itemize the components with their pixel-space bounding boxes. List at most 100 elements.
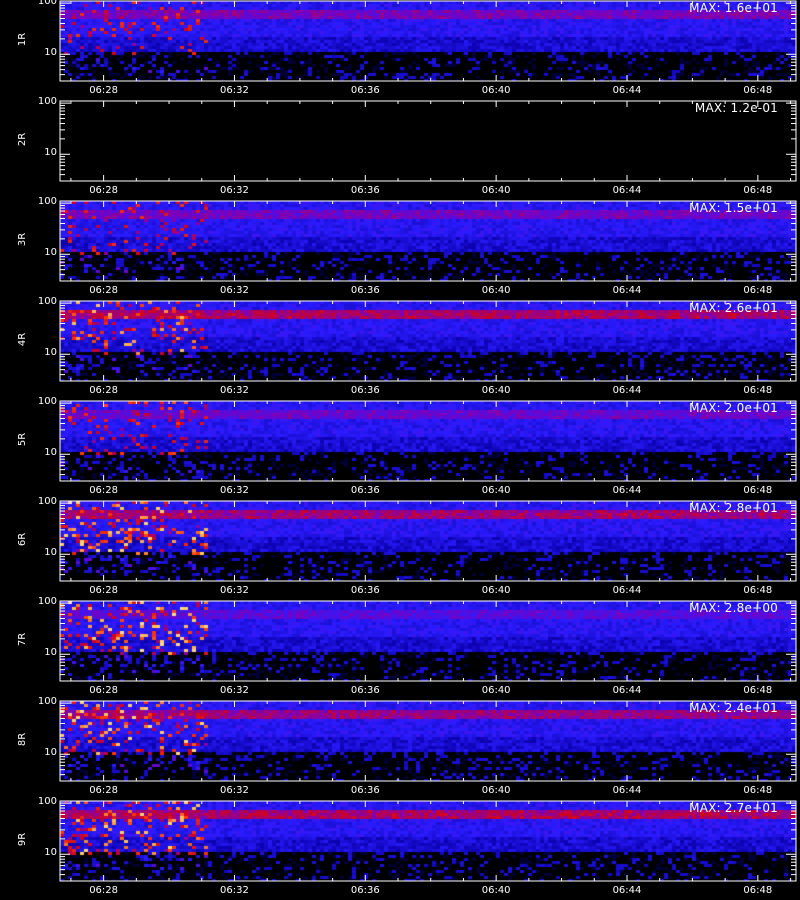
panel-axes (59, 200, 797, 282)
panel-3r: 3R MAX: 1.5e+01 100 10 06:28 06:32 06:36 06:40 0… (0, 196, 800, 300)
max-annotation: MAX: 2.6e+01 (689, 301, 778, 315)
max-annotation: MAX: 1.5e+01 (689, 201, 778, 215)
x-tick-label: 06:40 (481, 185, 511, 196)
x-tick-label: 06:32 (220, 585, 249, 596)
max-annotation: MAX: 2.7e+01 (689, 801, 778, 815)
spectrogram-heatmap (60, 401, 796, 481)
x-tick-label: 06:48 (743, 385, 773, 396)
plot-frame (59, 800, 797, 882)
x-tick-label: 06:48 (743, 485, 773, 496)
x-tick-label: 06:28 (89, 285, 119, 296)
x-tick-label: 06:48 (743, 285, 773, 296)
x-tick-label: 06:44 (612, 485, 642, 496)
y-tick-label: 10 (44, 647, 57, 659)
plot-frame (59, 0, 797, 82)
panel-label: 4R (17, 332, 29, 347)
x-tick-label: 06:28 (89, 685, 119, 696)
x-tick-label: 06:28 (89, 85, 119, 96)
max-annotation: MAX: 2.4e+01 (689, 701, 778, 715)
spectrogram-heatmap (60, 501, 796, 581)
x-tick-label: 06:48 (743, 785, 773, 796)
x-tick-label: 06:32 (220, 185, 249, 196)
x-tick-label: 06:36 (350, 585, 380, 596)
panel-axes (59, 700, 797, 782)
panel-1r: 1R MAX: 1.6e+01 100 10 06:28 06:32 06:36 06:40 0… (0, 0, 800, 100)
plot-frame (59, 700, 797, 782)
y-tick-label: 10 (44, 247, 57, 259)
x-tick-label: 06:40 (481, 685, 511, 696)
x-tick-label: 06:32 (220, 85, 249, 96)
panel-label: 5R (17, 432, 29, 447)
x-tick-label: 06:28 (89, 885, 119, 896)
panel-axes (59, 100, 797, 182)
spectrogram-heatmap (60, 101, 796, 181)
x-tick-label: 06:40 (481, 485, 511, 496)
x-tick-label: 06:44 (612, 385, 642, 396)
panel-axes (59, 0, 797, 82)
x-tick-label: 06:32 (220, 385, 249, 396)
x-tick-label: 06:28 (89, 785, 119, 796)
x-tick-label: 06:48 (743, 685, 773, 696)
y-tick-label: 100 (37, 396, 57, 408)
spectrogram-heatmap (60, 301, 796, 381)
y-tick-label: 100 (37, 96, 57, 108)
y-tick-label: 100 (37, 796, 57, 808)
panel-4r: 4R MAX: 2.6e+01 100 10 06:28 06:32 06:36 06:40 0… (0, 296, 800, 400)
x-tick-label: 06:44 (612, 185, 642, 196)
y-tick-label: 10 (44, 747, 57, 759)
y-tick-label: 100 (37, 696, 57, 708)
spectrogram-heatmap (60, 601, 796, 681)
y-tick-label: 10 (44, 847, 57, 859)
max-annotation: MAX: 1.2e-01 (694, 101, 778, 115)
panel-5r: 5R MAX: 2.0e+01 100 10 06:28 06:32 06:36 06:40 0… (0, 396, 800, 500)
y-tick-label: 10 (44, 147, 57, 159)
plot-frame (59, 300, 797, 382)
panel-2r: 2R MAX: 1.2e-01 100 10 06:28 06:32 06:36 06:40 0… (0, 96, 800, 200)
x-tick-label: 06:44 (612, 85, 642, 96)
x-tick-label: 06:48 (743, 585, 773, 596)
x-tick-label: 06:28 (89, 385, 119, 396)
panel-6r: 6R MAX: 2.8e+01 100 10 06:28 06:32 06:36 06:40 0… (0, 496, 800, 600)
panel-label: 6R (17, 532, 29, 547)
y-tick-label: 10 (44, 447, 57, 459)
panel-label: 3R (17, 232, 29, 247)
y-tick-label: 100 (37, 196, 57, 208)
panel-label: 1R (17, 32, 29, 47)
panel-label: 7R (17, 632, 29, 647)
y-tick-label: 10 (44, 547, 57, 559)
x-tick-label: 06:32 (220, 785, 249, 796)
x-tick-label: 06:36 (350, 485, 380, 496)
panel-axes (59, 500, 797, 582)
x-tick-label: 06:36 (350, 685, 380, 696)
panel-label: 9R (17, 832, 29, 847)
x-tick-label: 06:40 (481, 885, 511, 896)
max-annotation: MAX: 1.6e+01 (689, 1, 778, 15)
y-tick-label: 100 (37, 0, 57, 8)
x-tick-label: 06:28 (89, 585, 119, 596)
plot-frame (59, 600, 797, 682)
spectrogram-heatmap (60, 201, 796, 281)
x-tick-label: 06:44 (612, 685, 642, 696)
spectrogram-heatmap (60, 801, 796, 881)
plot-frame (59, 200, 797, 282)
y-tick-label: 10 (44, 347, 57, 359)
panel-axes (59, 600, 797, 682)
x-tick-label: 06:40 (481, 85, 511, 96)
x-tick-label: 06:36 (350, 385, 380, 396)
y-tick-label: 100 (37, 496, 57, 508)
x-tick-label: 06:32 (220, 285, 249, 296)
max-annotation: MAX: 2.8e+01 (689, 501, 778, 515)
plot-frame (59, 500, 797, 582)
x-tick-label: 06:44 (612, 285, 642, 296)
panel-9r: 9R MAX: 2.7e+01 100 10 06:28 06:32 06:36 06:40 0… (0, 796, 800, 900)
x-tick-label: 06:28 (89, 485, 119, 496)
x-tick-label: 06:44 (612, 585, 642, 596)
panel-axes (59, 400, 797, 482)
plot-frame (59, 100, 797, 182)
panel-axes (59, 300, 797, 382)
x-tick-label: 06:40 (481, 385, 511, 396)
panel-axes (59, 800, 797, 882)
spectrogram-heatmap (60, 701, 796, 781)
max-annotation: MAX: 2.0e+01 (689, 401, 778, 415)
